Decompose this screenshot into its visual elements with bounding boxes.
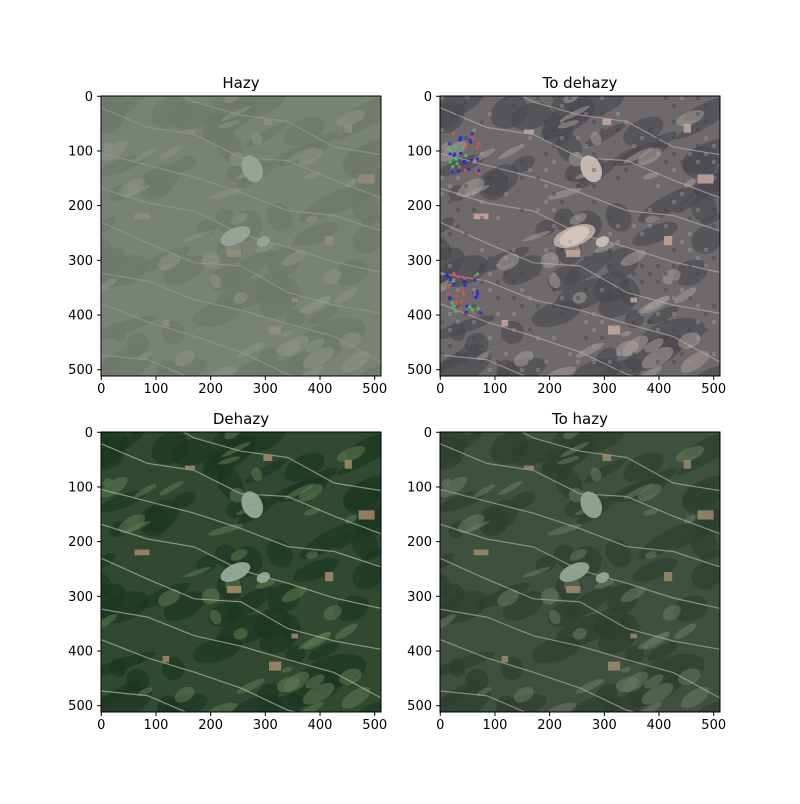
x-tick-label: 200 bbox=[198, 718, 223, 733]
y-tick-label: 300 bbox=[68, 254, 93, 269]
y-tick-label: 500 bbox=[68, 363, 93, 378]
axes-frame bbox=[100, 95, 382, 377]
x-tick-label: 400 bbox=[308, 382, 333, 397]
x-tick-label: 500 bbox=[362, 382, 387, 397]
y-tick-label: 300 bbox=[407, 590, 432, 605]
x-tick-label: 300 bbox=[253, 382, 278, 397]
panel-to-dehazy: To dehazy 0 0 100 100 200 200 300 300 400 400 500 50… bbox=[407, 74, 726, 397]
y-tick-label: 300 bbox=[68, 590, 93, 605]
satellite-image bbox=[440, 432, 720, 712]
panel-title: To dehazy bbox=[542, 74, 618, 92]
x-tick-label: 100 bbox=[483, 718, 508, 733]
y-tick-label: 100 bbox=[407, 144, 432, 159]
y-tick-label: 200 bbox=[407, 535, 432, 550]
x-tick-label: 0 bbox=[97, 718, 105, 733]
y-tick-label: 0 bbox=[85, 426, 93, 441]
y-tick-label: 100 bbox=[407, 480, 432, 495]
y-tick-label: 100 bbox=[68, 144, 93, 159]
x-tick-label: 500 bbox=[362, 718, 387, 733]
x-tick-label: 100 bbox=[144, 382, 169, 397]
y-tick-label: 200 bbox=[68, 535, 93, 550]
satellite-image bbox=[101, 96, 381, 376]
x-tick-label: 300 bbox=[592, 718, 617, 733]
y-tick-label: 200 bbox=[407, 199, 432, 214]
satellite-image bbox=[101, 432, 381, 712]
panel-dehazy: Dehazy 0 0 100 100 200 200 300 300 400 400 500 500 bbox=[68, 410, 387, 733]
y-tick-label: 400 bbox=[68, 645, 93, 660]
axes-frame bbox=[100, 431, 382, 713]
y-tick-label: 0 bbox=[424, 90, 432, 105]
y-tick-label: 400 bbox=[68, 309, 93, 324]
axes-frame bbox=[439, 431, 721, 713]
x-tick-label: 0 bbox=[436, 718, 444, 733]
y-tick-label: 400 bbox=[407, 645, 432, 660]
x-tick-label: 500 bbox=[701, 718, 726, 733]
x-tick-label: 100 bbox=[483, 382, 508, 397]
panel-title: To hazy bbox=[551, 410, 608, 428]
panel-hazy: Hazy 0 0 100 100 200 200 300 300 400 400 500 500 bbox=[68, 74, 387, 397]
x-tick-label: 0 bbox=[436, 382, 444, 397]
panel-title: Dehazy bbox=[213, 410, 269, 428]
x-tick-label: 300 bbox=[592, 382, 617, 397]
x-tick-label: 0 bbox=[97, 382, 105, 397]
y-tick-label: 200 bbox=[68, 199, 93, 214]
y-tick-label: 500 bbox=[68, 699, 93, 714]
panel-to-hazy: To hazy 0 0 100 100 200 200 300 300 400 400 500 500 bbox=[407, 410, 726, 733]
x-tick-label: 200 bbox=[537, 382, 562, 397]
y-tick-label: 300 bbox=[407, 254, 432, 269]
y-tick-label: 500 bbox=[407, 699, 432, 714]
x-tick-label: 200 bbox=[537, 718, 562, 733]
satellite-image bbox=[440, 96, 720, 376]
x-tick-label: 400 bbox=[647, 718, 672, 733]
y-tick-label: 500 bbox=[407, 363, 432, 378]
x-tick-label: 300 bbox=[253, 718, 278, 733]
x-tick-label: 500 bbox=[701, 382, 726, 397]
y-tick-label: 0 bbox=[85, 90, 93, 105]
axes-frame bbox=[439, 95, 721, 377]
y-tick-label: 400 bbox=[407, 309, 432, 324]
x-tick-label: 400 bbox=[308, 718, 333, 733]
x-tick-label: 200 bbox=[198, 382, 223, 397]
x-tick-label: 100 bbox=[144, 718, 169, 733]
x-tick-label: 400 bbox=[647, 382, 672, 397]
y-tick-label: 0 bbox=[424, 426, 432, 441]
y-tick-label: 100 bbox=[68, 480, 93, 495]
panel-title: Hazy bbox=[222, 74, 259, 92]
